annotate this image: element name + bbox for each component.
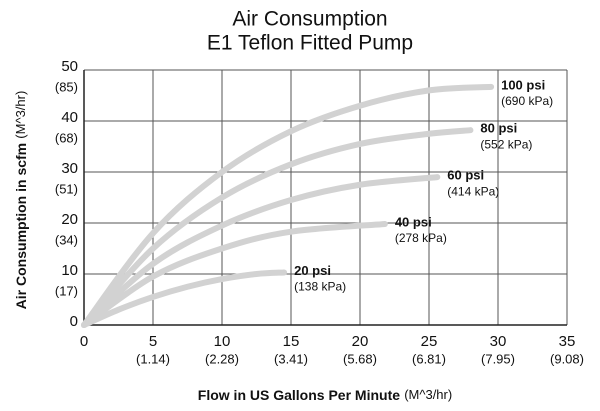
y-tick-sublabel: (17) xyxy=(55,283,78,298)
series-label: 100 psi xyxy=(501,77,545,92)
y-tick-label: 10 xyxy=(61,262,78,279)
plot-area xyxy=(84,70,567,325)
x-axis-title-units: (M^3/hr) xyxy=(404,387,452,402)
x-tick-label: 5 xyxy=(149,333,157,350)
y-tick-label: 20 xyxy=(61,211,78,228)
series-sublabel: (414 kPa) xyxy=(447,184,499,198)
series-label: 60 psi xyxy=(447,168,484,183)
x-tick-label: 10 xyxy=(214,333,231,350)
x-tick-sublabel: (1.14) xyxy=(136,351,170,366)
y-tick-sublabel: (85) xyxy=(55,79,78,94)
x-tick-sublabel: (2.28) xyxy=(205,351,239,366)
y-axis-title: Air Consumption in scfm (M^3/hr) xyxy=(13,91,30,310)
x-tick-label: 0 xyxy=(80,333,88,350)
x-tick-sublabel: (9.08) xyxy=(550,351,584,366)
y-axis-title-main: Air Consumption in scfm xyxy=(13,143,29,309)
x-axis-title-main: Flow in US Gallons Per Minute xyxy=(198,387,400,403)
series-sublabel: (138 kPa) xyxy=(294,280,346,294)
y-axis-title-units: (M^3/hr) xyxy=(13,91,28,139)
chart-subtitle: E1 Teflon Fitted Pump xyxy=(207,32,413,55)
series-line xyxy=(81,269,288,328)
series-sublabel: (690 kPa) xyxy=(501,94,553,108)
x-tick-label: 25 xyxy=(421,333,438,350)
series-sublabel: (552 kPa) xyxy=(480,137,532,151)
y-tick-label: 50 xyxy=(61,58,78,75)
y-tick-sublabel: (51) xyxy=(55,181,78,196)
series-label: 80 psi xyxy=(480,121,517,136)
y-tick-label: 40 xyxy=(61,109,78,126)
x-tick-label: 30 xyxy=(490,333,507,350)
x-tick-sublabel: (3.41) xyxy=(274,351,308,366)
series-line xyxy=(81,83,495,328)
series-label: 20 psi xyxy=(294,263,331,278)
x-tick-sublabel: (7.95) xyxy=(481,351,515,366)
x-tick-label: 35 xyxy=(559,333,576,350)
series-line xyxy=(81,174,441,328)
x-axis-title: Flow in US Gallons Per Minute (M^3/hr) xyxy=(198,387,452,404)
series-line xyxy=(81,221,388,328)
y-tick-sublabel: (68) xyxy=(55,130,78,145)
series-line xyxy=(81,127,474,328)
series-label: 40 psi xyxy=(395,214,432,229)
chart-title: Air Consumption xyxy=(232,8,387,31)
series-sublabel: (278 kPa) xyxy=(395,231,447,245)
x-tick-sublabel: (5.68) xyxy=(343,351,377,366)
x-tick-sublabel: (6.81) xyxy=(412,351,446,366)
x-tick-label: 20 xyxy=(352,333,369,350)
x-tick-label: 15 xyxy=(283,333,300,350)
y-tick-label: 30 xyxy=(61,160,78,177)
y-tick-label: 0 xyxy=(70,313,78,330)
y-tick-sublabel: (34) xyxy=(55,232,78,247)
